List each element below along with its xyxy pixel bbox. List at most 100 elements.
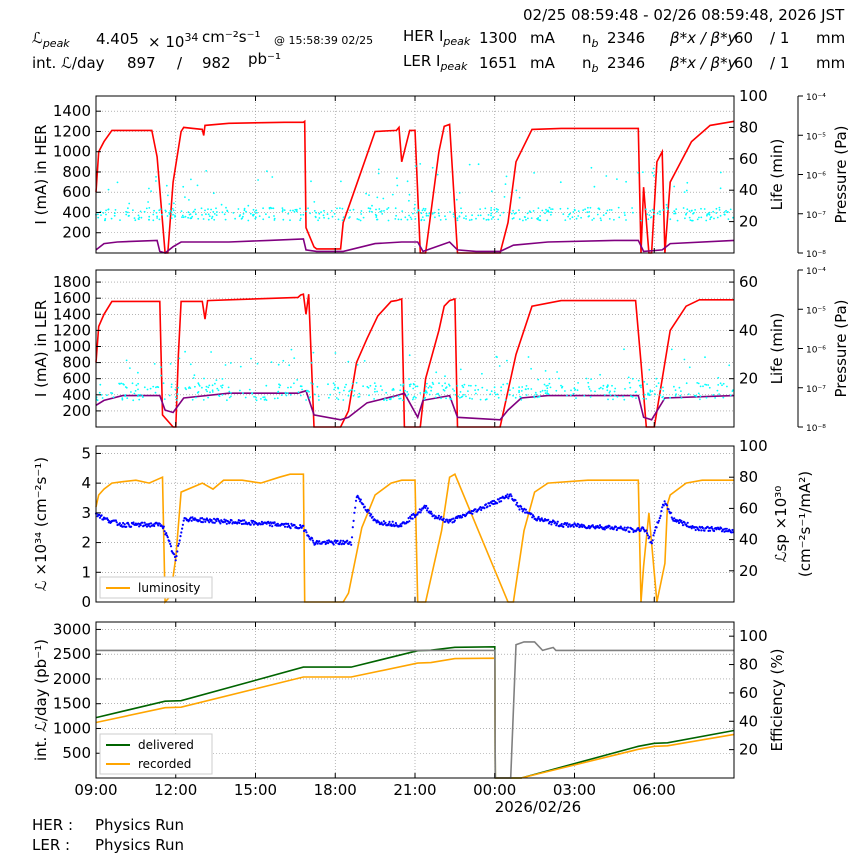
specific-point bbox=[447, 521, 450, 524]
pressure-point bbox=[317, 219, 319, 222]
pressure-point bbox=[669, 396, 671, 399]
pressure-point bbox=[653, 213, 655, 216]
specific-point bbox=[203, 518, 206, 521]
pressure-point bbox=[392, 389, 395, 391]
life-line bbox=[95, 389, 735, 421]
footer-ler-status: Physics Run bbox=[95, 836, 185, 854]
pressure-point bbox=[128, 202, 131, 205]
pressure-point bbox=[262, 396, 265, 399]
pressure-point bbox=[550, 213, 552, 216]
pressure-point bbox=[137, 371, 139, 374]
specific-point bbox=[665, 504, 669, 507]
pressure-point bbox=[520, 390, 523, 392]
pressure-point bbox=[232, 212, 235, 214]
pressure-point bbox=[399, 384, 402, 386]
pressure-point bbox=[396, 184, 399, 187]
specific-point bbox=[424, 506, 427, 509]
pressure-point bbox=[367, 386, 370, 389]
pressure-point bbox=[120, 382, 123, 385]
pressure-point bbox=[688, 210, 691, 213]
pressure-point bbox=[704, 356, 706, 359]
specific-point bbox=[130, 525, 133, 528]
pressure-point bbox=[374, 385, 377, 388]
pressure-point bbox=[659, 213, 661, 216]
delivered-line bbox=[95, 645, 735, 779]
pressure-point bbox=[300, 385, 303, 388]
specific-point bbox=[166, 536, 169, 539]
pressure-tick-label: 10⁻⁵ bbox=[806, 306, 826, 316]
pressure-point bbox=[170, 211, 173, 214]
specific-point bbox=[452, 517, 455, 520]
pressure-point bbox=[497, 218, 500, 221]
pressure-point bbox=[544, 389, 546, 392]
pressure-point bbox=[266, 170, 268, 173]
specific-point bbox=[275, 524, 279, 527]
pressure-point bbox=[327, 217, 330, 220]
pressure-point bbox=[612, 398, 614, 401]
pressure-point bbox=[683, 191, 686, 194]
pressure-point bbox=[594, 390, 596, 393]
pressure-point bbox=[456, 219, 459, 222]
specific-point bbox=[516, 501, 519, 504]
pressure-point bbox=[307, 207, 309, 210]
pressure-point bbox=[494, 393, 497, 396]
pressure-point bbox=[297, 391, 300, 394]
pressure-point bbox=[712, 394, 715, 396]
pressure-point bbox=[547, 384, 549, 387]
ytick-label: 3000 bbox=[53, 620, 91, 638]
her-peak-label: HER Ipeak bbox=[403, 29, 470, 48]
pressure-point bbox=[694, 209, 696, 211]
pressure-point bbox=[178, 357, 181, 360]
lpeak-symbol: ℒ bbox=[32, 29, 43, 47]
pressure-point bbox=[214, 382, 216, 385]
pressure-point bbox=[273, 219, 276, 221]
specific-point bbox=[480, 508, 483, 512]
pressure-point bbox=[273, 397, 276, 400]
pressure-point bbox=[107, 208, 110, 211]
pressure-point bbox=[606, 384, 609, 386]
pressure-point bbox=[376, 196, 379, 199]
pressure-point bbox=[600, 219, 602, 222]
pressure-point bbox=[293, 211, 296, 213]
pressure-point bbox=[608, 209, 611, 211]
pressure-point bbox=[234, 217, 237, 220]
pressure-point bbox=[462, 386, 465, 389]
specific-point bbox=[327, 542, 330, 545]
pressure-point bbox=[520, 398, 523, 401]
pressure-point bbox=[239, 365, 242, 368]
pressure-point bbox=[415, 396, 417, 399]
pressure-point bbox=[534, 391, 537, 394]
pressure-point bbox=[709, 216, 712, 219]
specific-point bbox=[353, 511, 356, 514]
pressure-point bbox=[148, 187, 150, 190]
specific-point bbox=[645, 529, 648, 532]
ler-peak-text: LER I bbox=[403, 52, 441, 70]
pressure-point bbox=[383, 210, 385, 212]
pressure-point bbox=[338, 391, 341, 394]
pressure-point bbox=[556, 371, 558, 373]
specific-scatter bbox=[94, 493, 735, 562]
pressure-point bbox=[131, 382, 134, 385]
pressure-point bbox=[468, 219, 471, 222]
pressure-point bbox=[334, 386, 337, 389]
ytick-label: 1200 bbox=[53, 321, 91, 339]
specific-point bbox=[271, 525, 274, 528]
ytick-label: 1800 bbox=[53, 273, 91, 291]
pressure-point bbox=[441, 385, 444, 387]
ytick-label: 1200 bbox=[53, 122, 91, 140]
pressure-point bbox=[229, 362, 232, 364]
specific-point bbox=[459, 514, 462, 517]
specific-point bbox=[179, 535, 182, 538]
pressure-point bbox=[643, 393, 646, 396]
pressure-point bbox=[561, 385, 564, 388]
pressure-point bbox=[624, 388, 626, 390]
pressure-point bbox=[130, 391, 132, 393]
pressure-point bbox=[356, 363, 359, 366]
pressure-point bbox=[257, 179, 259, 181]
specific-point bbox=[127, 523, 130, 526]
pressure-point bbox=[627, 376, 630, 379]
her-nb-sub: b bbox=[591, 37, 599, 50]
specific-point bbox=[251, 521, 254, 524]
ler-nb-value: 2346 bbox=[607, 54, 646, 72]
